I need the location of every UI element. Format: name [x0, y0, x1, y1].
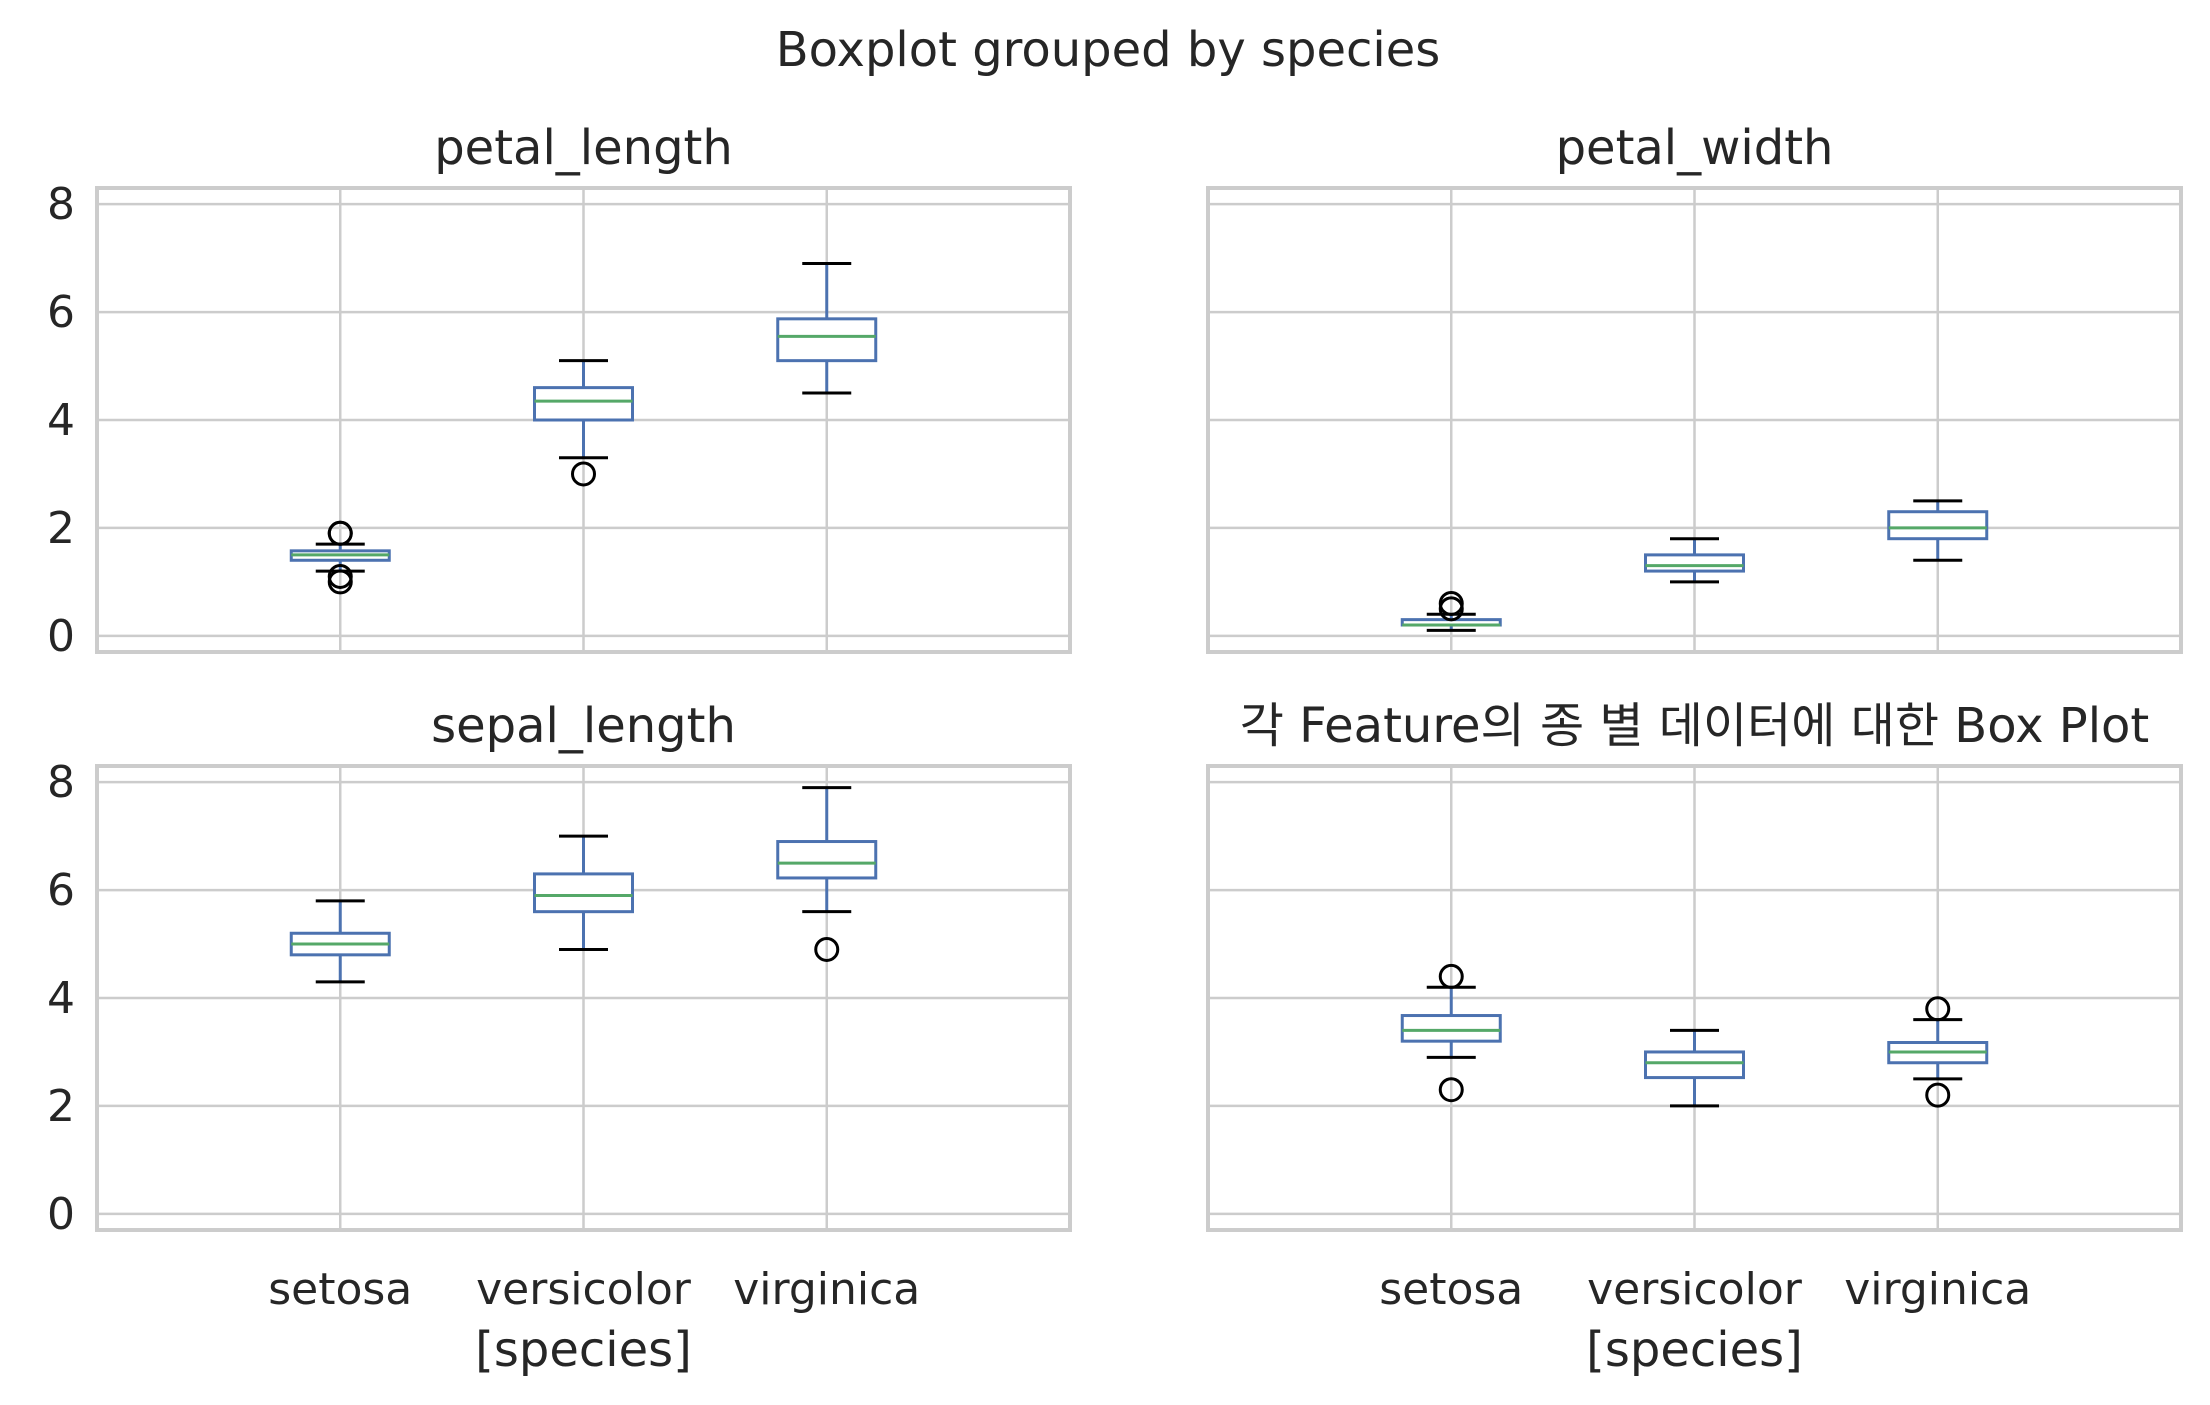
subplot-grid: 0 2 4 6 8 petal_length petal_width 0 2 4 6 8 setosa v…: [47, 120, 2183, 1378]
x-axis-label: [species]: [1586, 1322, 1803, 1378]
subplot-2: petal_width: [1206, 120, 2183, 654]
axes-frame: [95, 186, 1072, 654]
subplot-title: petal_width: [1556, 120, 1834, 176]
iqr-box: [1644, 553, 1745, 573]
x-tick-label: setosa: [1379, 1264, 1523, 1315]
figure-suptitle: Boxplot grouped by species: [776, 22, 1441, 78]
box-versicolor: [1644, 537, 1745, 584]
box-virginica: [1887, 996, 1989, 1108]
y-tick-label: 8: [47, 757, 75, 808]
box-setosa: [1400, 963, 1502, 1103]
iqr-box: [1400, 1014, 1502, 1043]
y-tick-label: 8: [47, 179, 75, 230]
iqr-box: [776, 317, 878, 363]
iqr-box: [533, 386, 634, 422]
subplot-title: sepal_length: [431, 698, 736, 754]
box-versicolor: [533, 359, 634, 487]
box-virginica: [776, 786, 878, 962]
box-virginica: [776, 262, 878, 395]
outlier-point: [327, 520, 353, 546]
axes-frame: [1206, 764, 2183, 1232]
box-setosa: [289, 899, 391, 984]
x-tick-label: versicolor: [1587, 1264, 1803, 1315]
axes-frame: [1206, 186, 2183, 654]
x-tick-label: setosa: [268, 1264, 412, 1315]
iqr-box: [1887, 510, 1989, 541]
box-versicolor: [533, 834, 634, 951]
outlier-point: [327, 563, 353, 589]
subplot-4: setosa versicolor virginica 각 Feature의 종 별 …: [1206, 698, 2183, 1378]
subplot-1: 0 2 4 6 8 petal_length: [47, 120, 1072, 662]
x-tick-label: versicolor: [476, 1264, 692, 1315]
y-tick-label: 4: [47, 973, 75, 1024]
outlier-point: [1925, 996, 1951, 1022]
y-tick-label: 2: [47, 503, 75, 554]
outlier-point: [1438, 963, 1464, 989]
box-virginica: [1887, 499, 1989, 562]
axes-frame: [95, 764, 1072, 1232]
iqr-box: [776, 840, 878, 880]
subplot-3: 0 2 4 6 8 setosa versicolor virginica sepal_leng…: [47, 698, 1072, 1378]
outlier-point: [1438, 590, 1464, 616]
outlier-point: [1438, 1077, 1464, 1103]
iqr-box: [1644, 1050, 1745, 1080]
x-tick-label: virginica: [1844, 1264, 2031, 1315]
y-tick-label: 0: [47, 1189, 75, 1240]
x-tick-label: virginica: [733, 1264, 920, 1315]
box-setosa: [289, 520, 391, 595]
subplot-title: 각 Feature의 종 별 데이터에 대한 Box Plot: [1240, 698, 2149, 754]
y-tick-label: 2: [47, 1081, 75, 1132]
subplot-title: petal_length: [434, 120, 733, 176]
box-setosa: [1400, 590, 1502, 632]
x-axis-label: [species]: [475, 1322, 692, 1378]
outlier-point: [571, 461, 596, 487]
outlier-point: [814, 936, 840, 962]
iqr-box: [533, 872, 634, 914]
box-versicolor: [1644, 1028, 1745, 1108]
y-tick-label: 0: [47, 611, 75, 662]
y-tick-label: 6: [47, 287, 75, 338]
y-tick-label: 6: [47, 865, 75, 916]
outlier-point: [1925, 1082, 1951, 1108]
y-tick-label: 4: [47, 395, 75, 446]
